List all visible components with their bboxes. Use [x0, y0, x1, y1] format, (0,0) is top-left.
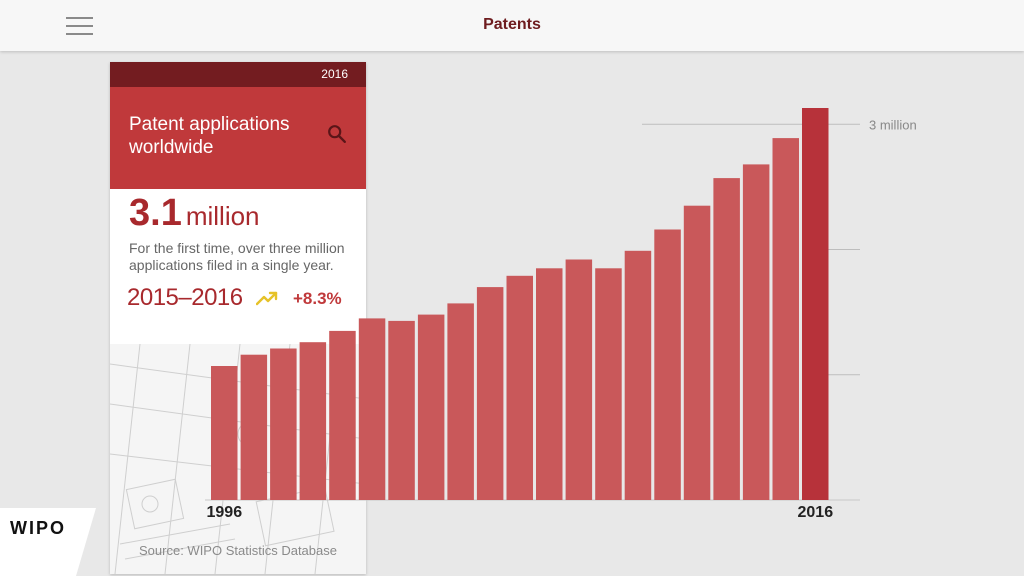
bar-2007[interactable] — [536, 268, 563, 500]
page-title: Patents — [483, 16, 541, 33]
trending-up-icon — [256, 291, 278, 306]
bar-2003[interactable] — [417, 314, 445, 500]
headline-unit: million — [185, 201, 260, 231]
bar-2005[interactable] — [476, 287, 504, 500]
bar-2006[interactable] — [506, 275, 534, 500]
growth-rate: +8.3% — [293, 289, 342, 308]
bar-1996[interactable] — [211, 366, 238, 500]
search-icon[interactable] — [326, 123, 348, 145]
bar-2008[interactable] — [565, 259, 593, 501]
bar-2000[interactable] — [329, 330, 356, 500]
card-year-strip: 2016 — [110, 62, 366, 87]
bar-series — [211, 108, 829, 500]
bar-2012[interactable] — [683, 205, 711, 500]
bar-2015[interactable] — [772, 138, 800, 500]
bar-2004[interactable] — [447, 303, 474, 500]
info-card: 2016 Patent applications worldwide 3.1 mi… — [110, 62, 366, 574]
card-year: 2016 — [321, 67, 348, 81]
bar-2010[interactable] — [624, 250, 652, 500]
bar-2009[interactable] — [595, 268, 622, 500]
headline-value: 3.1 million — [129, 192, 260, 235]
x-tick-label-2016: 2016 — [798, 504, 834, 521]
y-tick-label: 3 million — [869, 117, 917, 132]
bar-2013[interactable] — [713, 178, 740, 500]
bar-2002[interactable] — [388, 320, 415, 500]
bar-1998[interactable] — [270, 348, 297, 501]
period-label: 2015–2016 — [127, 284, 243, 311]
bar-2014[interactable] — [742, 164, 770, 500]
x-tick-label-1996: 1996 — [207, 504, 243, 521]
bar-2016[interactable] — [802, 108, 829, 500]
headline-number: 3.1 — [129, 192, 182, 234]
card-header: Patent applications worldwide — [110, 87, 366, 189]
axis-labels: 3 million 1996 2016 — [207, 117, 917, 521]
hamburger-menu-icon[interactable] — [66, 17, 93, 35]
wipo-logo: WIPO — [10, 518, 66, 538]
card-heading: Patent applications worldwide — [129, 114, 290, 158]
logo-badge — [0, 508, 96, 576]
bar-1999[interactable] — [299, 342, 327, 500]
top-bar: Patents — [0, 0, 1024, 51]
card-description: For the first time, over three million a… — [129, 240, 345, 273]
bar-2001[interactable] — [358, 318, 386, 500]
bar-2011[interactable] — [654, 229, 681, 501]
source-note: Source: WIPO Statistics Database — [139, 543, 337, 558]
bar-1997[interactable] — [240, 354, 268, 500]
